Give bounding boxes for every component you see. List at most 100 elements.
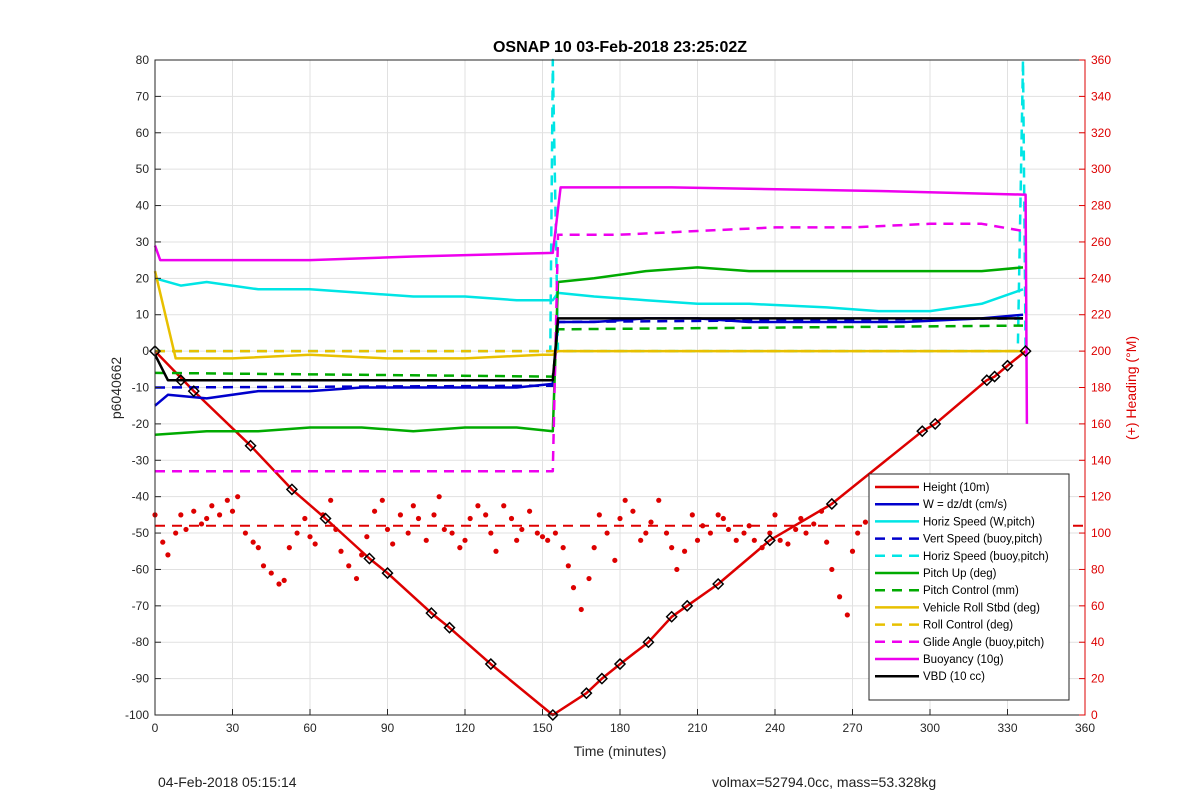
x-tick-label: 210	[687, 721, 707, 735]
heading-point	[353, 575, 360, 582]
x-tick-label: 180	[610, 721, 630, 735]
heading-point	[539, 534, 546, 540]
heading-point	[160, 539, 166, 545]
y-tick-label: -20	[132, 417, 150, 431]
y2-tick-label: 0	[1091, 708, 1098, 722]
heading-point	[596, 512, 602, 518]
y2-tick-label: 20	[1091, 672, 1105, 686]
heading-point	[441, 526, 447, 533]
x-tick-label: 270	[842, 721, 862, 735]
height-marker	[244, 439, 257, 452]
heading-point	[379, 497, 385, 503]
height-marker	[363, 552, 376, 565]
heading-point	[508, 515, 515, 522]
x-tick-label: 30	[226, 721, 240, 735]
x-tick-label: 300	[920, 721, 940, 735]
legend-label: Horiz Speed (W,pitch)	[923, 516, 1035, 528]
heading-point	[844, 612, 850, 618]
y2-tick-label: 260	[1091, 235, 1111, 249]
x-tick-label: 330	[997, 721, 1017, 735]
y-tick-label: -30	[132, 453, 150, 467]
legend-label: VBD (10 cc)	[923, 671, 985, 683]
heading-point	[255, 545, 261, 551]
height-marker	[595, 672, 608, 685]
heading-point	[307, 534, 313, 540]
heading-point	[260, 563, 267, 569]
y2-tick-label: 100	[1091, 526, 1111, 540]
heading-point	[371, 508, 378, 514]
heading-point	[526, 508, 533, 514]
heading-point	[483, 512, 489, 518]
footer-timestamp: 04-Feb-2018 05:15:14	[158, 774, 297, 790]
heading-point	[534, 530, 540, 536]
heading-point	[648, 519, 654, 525]
legend-label: Glide Angle (buoy,pitch)	[923, 637, 1044, 649]
heading-point	[488, 530, 494, 536]
height-marker	[613, 657, 627, 671]
heading-point	[384, 526, 391, 533]
y2-tick-label: 200	[1091, 344, 1111, 358]
heading-point	[431, 512, 437, 518]
heading-point	[689, 512, 695, 518]
y-tick-label: 10	[136, 308, 150, 322]
heading-point	[436, 494, 442, 500]
heading-point	[552, 530, 559, 536]
series-line-horiz-speed	[154, 277, 1024, 313]
height-marker	[988, 370, 1001, 383]
height-marker	[381, 567, 394, 580]
y2-tick-label: 180	[1091, 381, 1111, 395]
legend: Height (10m) W = dz/dt (cm/s) Horiz Speed …	[868, 473, 1070, 701]
heading-point	[643, 530, 649, 536]
heading-point	[328, 497, 334, 503]
heading-point	[767, 530, 773, 536]
heading-point	[565, 563, 571, 569]
y2-tick-label: 360	[1091, 53, 1111, 67]
y2-tick-label: 140	[1091, 453, 1111, 467]
y-tick-label: -10	[132, 381, 150, 395]
y2-tick-label: 280	[1091, 199, 1111, 213]
height-marker	[763, 534, 776, 547]
heading-point	[811, 521, 817, 527]
y2-tick-label: 80	[1091, 562, 1105, 576]
heading-point	[423, 537, 429, 543]
y2-tick-label: 300	[1091, 162, 1111, 176]
height-marker	[580, 687, 593, 700]
y-tick-label: 50	[136, 162, 150, 176]
heading-point	[720, 515, 726, 522]
heading-point	[586, 575, 592, 582]
heading-point	[638, 537, 644, 543]
y-tick-label: 30	[136, 235, 150, 249]
heading-point	[346, 563, 352, 569]
legend-label: Height (10m)	[923, 482, 990, 494]
heading-point	[364, 534, 370, 540]
heading-point	[501, 503, 507, 509]
y2-tick-label: 60	[1091, 599, 1105, 613]
axes: 0 30 60 90 120 150 180 210 240 270 300 330 360-100-9…	[125, 53, 1111, 735]
y2-tick-label: 340	[1091, 89, 1111, 103]
x-tick-label: 90	[381, 721, 395, 735]
heading-point	[250, 539, 256, 545]
heading-point	[849, 548, 856, 554]
heading-point	[715, 512, 721, 518]
height-marker	[642, 636, 655, 649]
y2-tick-label: 160	[1091, 417, 1111, 431]
heading-point	[803, 530, 809, 536]
legend-label: Pitch Up (deg)	[923, 568, 997, 580]
heading-point	[733, 537, 739, 543]
height-marker	[825, 497, 838, 511]
heading-point	[591, 545, 597, 551]
height-marker	[665, 610, 678, 623]
heading-point	[855, 530, 861, 536]
y2-tick-label: 120	[1091, 490, 1111, 504]
heading-point	[268, 570, 274, 576]
height-marker	[681, 599, 694, 612]
y-tick-label: 40	[136, 199, 150, 213]
heading-point	[165, 552, 171, 558]
heading-point	[173, 530, 179, 536]
heading-point	[198, 521, 205, 527]
heading-point	[229, 508, 236, 514]
heading-point	[862, 519, 869, 525]
series-line-glide	[155, 222, 1024, 473]
x-tick-label: 360	[1075, 721, 1095, 735]
heading-point	[793, 526, 799, 533]
